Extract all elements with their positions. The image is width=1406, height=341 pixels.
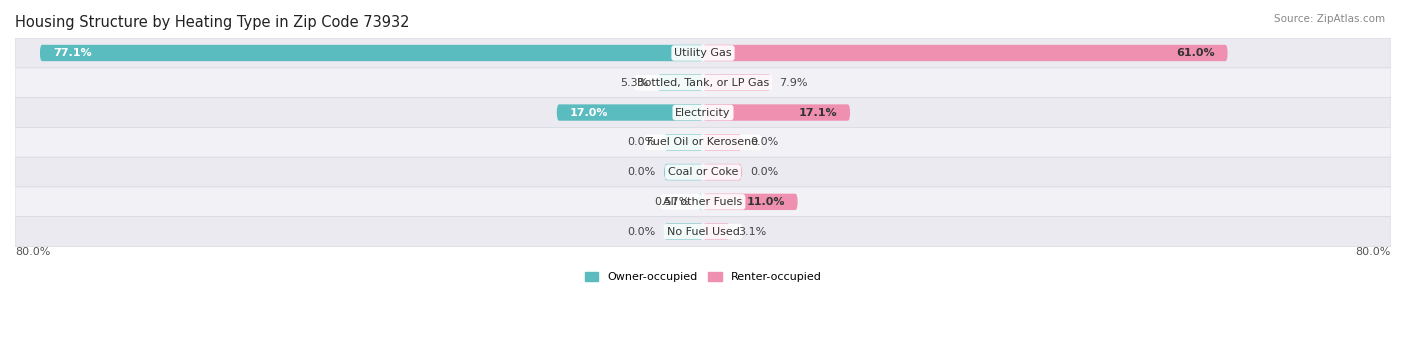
FancyBboxPatch shape bbox=[703, 134, 742, 150]
Text: Coal or Coke: Coal or Coke bbox=[668, 167, 738, 177]
Text: 80.0%: 80.0% bbox=[1355, 247, 1391, 256]
Text: Housing Structure by Heating Type in Zip Code 73932: Housing Structure by Heating Type in Zip… bbox=[15, 15, 409, 30]
Text: Source: ZipAtlas.com: Source: ZipAtlas.com bbox=[1274, 14, 1385, 24]
Text: All other Fuels: All other Fuels bbox=[664, 197, 742, 207]
FancyBboxPatch shape bbox=[703, 223, 730, 240]
FancyBboxPatch shape bbox=[15, 187, 1391, 217]
FancyBboxPatch shape bbox=[664, 223, 703, 240]
Text: 17.1%: 17.1% bbox=[799, 107, 837, 118]
FancyBboxPatch shape bbox=[15, 217, 1391, 247]
Text: 5.3%: 5.3% bbox=[620, 78, 648, 88]
Text: Fuel Oil or Kerosene: Fuel Oil or Kerosene bbox=[647, 137, 759, 147]
FancyBboxPatch shape bbox=[664, 164, 703, 180]
FancyBboxPatch shape bbox=[703, 45, 1227, 61]
FancyBboxPatch shape bbox=[15, 68, 1391, 98]
Text: 17.0%: 17.0% bbox=[569, 107, 609, 118]
Text: 0.57%: 0.57% bbox=[654, 197, 689, 207]
FancyBboxPatch shape bbox=[658, 75, 703, 91]
FancyBboxPatch shape bbox=[15, 128, 1391, 157]
FancyBboxPatch shape bbox=[15, 98, 1391, 128]
Text: 77.1%: 77.1% bbox=[53, 48, 91, 58]
FancyBboxPatch shape bbox=[699, 194, 703, 210]
Text: 7.9%: 7.9% bbox=[779, 78, 808, 88]
FancyBboxPatch shape bbox=[703, 75, 770, 91]
Text: 11.0%: 11.0% bbox=[747, 197, 785, 207]
FancyBboxPatch shape bbox=[703, 104, 851, 121]
FancyBboxPatch shape bbox=[703, 194, 797, 210]
Text: 0.0%: 0.0% bbox=[627, 227, 655, 237]
FancyBboxPatch shape bbox=[39, 45, 703, 61]
Text: 80.0%: 80.0% bbox=[15, 247, 51, 256]
Text: 0.0%: 0.0% bbox=[751, 167, 779, 177]
Text: No Fuel Used: No Fuel Used bbox=[666, 227, 740, 237]
Text: 61.0%: 61.0% bbox=[1175, 48, 1215, 58]
FancyBboxPatch shape bbox=[15, 38, 1391, 68]
Text: Utility Gas: Utility Gas bbox=[675, 48, 731, 58]
FancyBboxPatch shape bbox=[557, 104, 703, 121]
Legend: Owner-occupied, Renter-occupied: Owner-occupied, Renter-occupied bbox=[581, 268, 825, 287]
Text: 0.0%: 0.0% bbox=[751, 137, 779, 147]
FancyBboxPatch shape bbox=[664, 134, 703, 150]
Text: 0.0%: 0.0% bbox=[627, 137, 655, 147]
FancyBboxPatch shape bbox=[703, 164, 742, 180]
Text: Electricity: Electricity bbox=[675, 107, 731, 118]
Text: 3.1%: 3.1% bbox=[738, 227, 766, 237]
FancyBboxPatch shape bbox=[15, 157, 1391, 187]
Text: 0.0%: 0.0% bbox=[627, 167, 655, 177]
Text: Bottled, Tank, or LP Gas: Bottled, Tank, or LP Gas bbox=[637, 78, 769, 88]
